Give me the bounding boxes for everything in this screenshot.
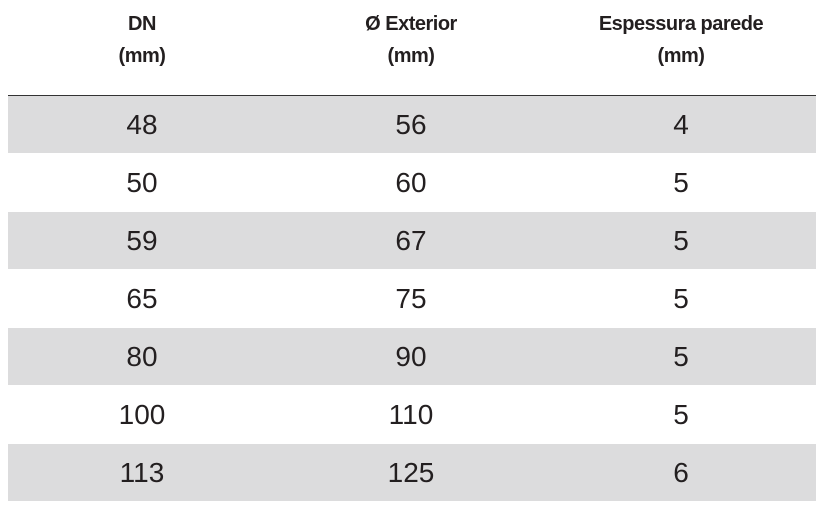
table-cell: 113 [119,457,165,488]
header-text: DN [128,13,156,35]
table-cell: 80 [126,341,158,372]
table-row: 48 56 4 [8,96,816,153]
table-row: 113 125 6 [8,444,816,501]
table-row: 65 75 5 [8,270,816,327]
header-text: (mm) [118,45,166,67]
table-cell: 67 [395,225,427,256]
header-text: (mm) [387,45,435,67]
table-cell: 65 [126,283,158,314]
column-header: Espessura parede (mm) [547,8,815,72]
table-cell: 75 [395,283,427,314]
table-row: 59 67 5 [8,212,816,269]
table-cell: 60 [395,167,427,198]
table-cell: 5 [673,283,689,314]
header-text: Ø Exterior [365,13,457,35]
header-text: (mm) [657,45,705,67]
table-cell: 6 [673,457,689,488]
column-header: DN (mm) [8,8,276,72]
header-rule [8,95,816,96]
table-cell: 5 [673,341,689,372]
table-cell: 56 [395,109,427,140]
table-cell: 125 [387,457,435,488]
table-cell: 100 [118,399,166,430]
table-row: 80 90 5 [8,328,816,385]
table-cell: 90 [395,341,427,372]
table-cell: 4 [673,109,689,140]
table-row: 100 110 5 [8,386,816,443]
column-header: Ø Exterior (mm) [277,8,545,72]
table-cell: 5 [673,225,689,256]
table-cell: 50 [126,167,158,198]
table: DN (mm) Ø Exterior (mm) Espessura parede (mm)… [8,0,816,517]
table-cell: 110 [388,399,434,430]
header-text: Espessura parede [598,13,764,35]
table-row: 50 60 5 [8,154,816,211]
table-cell: 5 [673,167,689,198]
table-cell: 59 [126,225,158,256]
table-cell: 48 [126,109,158,140]
table-cell: 5 [673,399,689,430]
